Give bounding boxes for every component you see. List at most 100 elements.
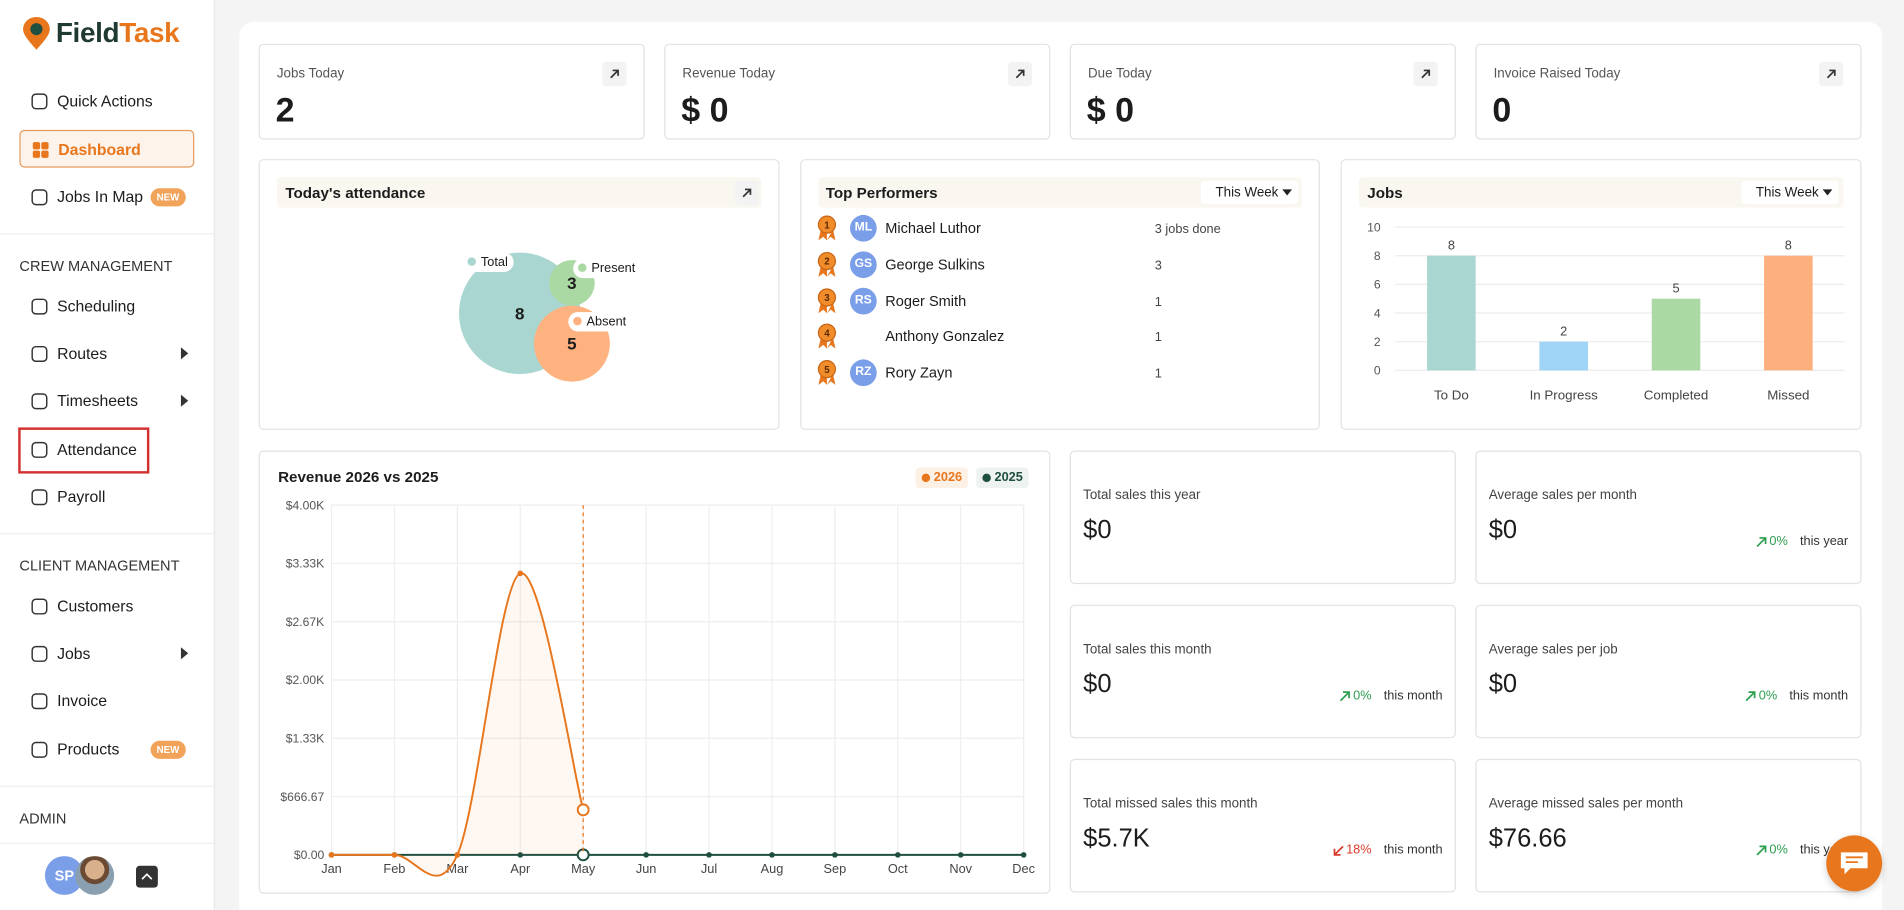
nav-item[interactable]: Timesheets — [19, 383, 194, 421]
y-tick-label: 10 — [1367, 220, 1381, 234]
x-tick-label: Feb — [383, 861, 405, 876]
stat-change: 0% this month — [1340, 689, 1443, 703]
nav-icon — [31, 741, 48, 758]
x-tick-label: Jun — [636, 861, 657, 876]
trend-icon — [1333, 845, 1344, 856]
filter-dropdown[interactable]: This Week — [1200, 180, 1299, 205]
arrow-icon — [742, 188, 752, 198]
x-tick-label: Missed — [1767, 388, 1809, 403]
x-tick-label: Jul — [701, 861, 717, 876]
chat-lines — [1845, 856, 1863, 864]
arrow-icon — [1015, 69, 1025, 79]
arrow-icon — [1826, 69, 1836, 79]
expand-button[interactable] — [734, 180, 759, 206]
icon-outline — [31, 188, 48, 205]
nav-label: Jobs — [57, 644, 91, 663]
x-tick-label: Nov — [949, 861, 972, 876]
nav-icon — [31, 488, 48, 506]
nav-icon — [31, 188, 48, 205]
nav-item[interactable]: Jobs In Map NEW — [19, 178, 194, 216]
brand: FieldTask — [55, 16, 180, 49]
nav-item[interactable]: Quick Actions — [19, 83, 194, 121]
brand-part: Field — [55, 16, 120, 48]
user-avatar[interactable]: SP — [44, 856, 84, 895]
filter-dropdown[interactable]: This Week — [1741, 180, 1839, 205]
legend-label: 2025 — [994, 469, 1023, 485]
nav-item[interactable]: Attendance — [19, 430, 194, 468]
caret — [1822, 189, 1833, 196]
filter-label: This Week — [1755, 185, 1819, 201]
y-tick-label: 0 — [1374, 364, 1381, 378]
performer-avatar: ML — [850, 214, 877, 242]
medal-rank: 1 — [824, 220, 830, 231]
x-tick-label: Oct — [888, 861, 908, 876]
nav-icon — [31, 693, 48, 710]
nav-icon — [31, 345, 48, 362]
y-tick-label: 6 — [1374, 278, 1381, 292]
expand-icon — [610, 69, 619, 79]
performers-card: Top Performers This Week 1 ML Michael Luthor… — [800, 159, 1320, 430]
bubble-label-text: Total — [480, 255, 508, 270]
x-tick-label: Apr — [510, 861, 531, 876]
stat-card: Total sales this year $0 — [1069, 450, 1456, 585]
nav-icon — [31, 393, 48, 410]
trend-arrow — [1745, 690, 1756, 701]
nav-item[interactable]: Scheduling — [19, 287, 194, 325]
new-badge: NEW — [150, 187, 186, 206]
bar — [1427, 255, 1476, 371]
icon-cell — [41, 142, 49, 150]
card-title: Today's attendance — [285, 184, 426, 202]
performer-row: 5 RZ Rory Zayn 1 — [801, 356, 1321, 390]
kpi-label: Due Today — [1088, 66, 1152, 82]
kpi-card: Revenue Today $ 0 — [664, 43, 1051, 140]
y-tick-label: $0.00 — [294, 848, 325, 862]
nav-icon — [31, 441, 48, 458]
nav-item[interactable]: Invoice — [19, 683, 194, 721]
kpi-value: 2 — [275, 91, 295, 129]
nav-item[interactable]: Jobs — [19, 635, 194, 673]
change-value: 18% — [1346, 842, 1372, 858]
performer-row: 2 GS George Sulkins 3 — [801, 247, 1321, 281]
expand-button[interactable] — [602, 61, 627, 87]
nav-icon — [31, 645, 48, 663]
nav-item[interactable]: Dashboard — [19, 130, 195, 168]
stat-card: Average sales per month $0 0% this year — [1475, 450, 1862, 585]
collapse-button[interactable] — [136, 865, 158, 888]
sidebar: FieldTask Quick Actions Dashboard Jobs In M… — [0, 0, 215, 910]
line-chart: $0.00 $666.67 $1.33K $2.00K $2.67K $3.33K $4.0… — [280, 498, 1036, 877]
trend-arrow — [1756, 844, 1767, 855]
icon-outline — [31, 693, 48, 710]
nav-label: Dashboard — [58, 140, 141, 159]
chat-button[interactable] — [1826, 835, 1883, 892]
nav-item[interactable]: Routes — [19, 335, 194, 373]
expand-button[interactable] — [1007, 61, 1033, 87]
trend-icon — [1756, 844, 1767, 855]
performer-name: Rory Zayn — [885, 364, 953, 382]
medal-rank: 2 — [824, 256, 830, 267]
bubble-chart: 8 5 3 — [459, 252, 610, 382]
y-tick-label: 4 — [1374, 306, 1381, 320]
section-title: CREW MANAGEMENT — [19, 256, 173, 274]
kpi-value: $ 0 — [681, 91, 729, 129]
stat-change: 0% this month — [1745, 689, 1848, 703]
user-photo[interactable] — [75, 856, 115, 895]
icon-outline — [31, 298, 48, 315]
expand-button[interactable] — [1819, 61, 1844, 87]
nav-item[interactable]: Customers — [19, 587, 194, 625]
medal: 3 — [817, 287, 837, 313]
performer-row: 4 Anthony Gonzalez 1 — [801, 320, 1321, 354]
divider — [0, 532, 214, 535]
y-tick-label: $1.33K — [286, 732, 324, 746]
icon-outline — [31, 488, 48, 506]
icon-outline — [31, 345, 48, 362]
nav-label: Products — [57, 739, 120, 758]
bubble-value: 3 — [567, 274, 576, 293]
nav-item[interactable]: Payroll — [19, 478, 194, 516]
stat-card: Average missed sales per month $76.66 0% th… — [1475, 758, 1862, 893]
y-tick-label: $2.67K — [286, 615, 324, 629]
nav-item[interactable]: Products NEW — [19, 731, 194, 769]
expand-button[interactable] — [1413, 61, 1438, 87]
bar-value-label: 8 — [1785, 238, 1792, 253]
medal: 5 — [817, 360, 837, 386]
x-tick-label: In Progress — [1530, 388, 1599, 403]
